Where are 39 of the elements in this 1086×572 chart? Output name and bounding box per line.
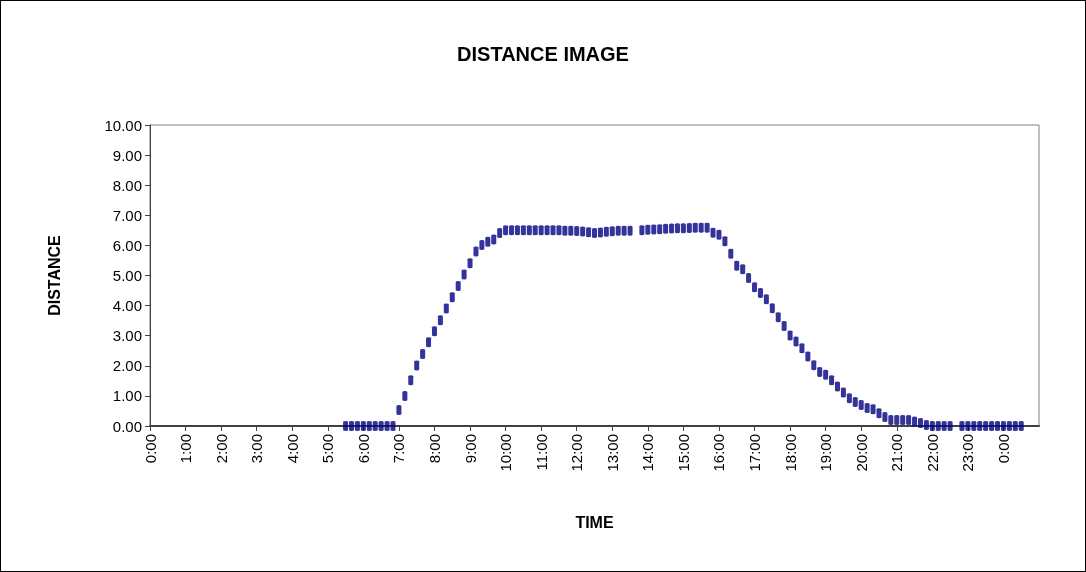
x-tick-label: 15:00 xyxy=(674,434,692,472)
x-axis-title: TIME xyxy=(575,513,614,531)
y-tick-label: 0.00 xyxy=(112,417,142,435)
x-tick-label: 10:00 xyxy=(497,434,515,472)
y-tick-label: 3.00 xyxy=(112,327,142,345)
y-tick-label: 2.00 xyxy=(112,357,142,375)
x-tick-label: 8:00 xyxy=(425,434,443,464)
x-tick-label: 11:00 xyxy=(532,434,550,471)
y-tick-label: 1.00 xyxy=(112,387,142,405)
x-tick-label: 6:00 xyxy=(354,434,372,464)
y-axis-title: DISTANCE xyxy=(45,234,63,316)
x-tick-label: 4:00 xyxy=(283,434,301,464)
y-tick-label: 4.00 xyxy=(112,297,142,315)
x-tick-label: 16:00 xyxy=(710,434,728,472)
x-tick-label: 21:00 xyxy=(888,434,906,472)
x-tick-label: 3:00 xyxy=(248,434,266,464)
x-tick-label: 18:00 xyxy=(781,434,799,472)
x-tick-label: 2:00 xyxy=(212,434,230,464)
y-tick-label: 8.00 xyxy=(112,176,142,194)
y-tick-label: 5.00 xyxy=(112,267,142,284)
x-tick-label: 13:00 xyxy=(603,434,621,472)
x-tick-label: 0:00 xyxy=(994,434,1012,464)
x-tick-label: 22:00 xyxy=(923,434,941,472)
y-tick-label: 10.00 xyxy=(104,116,142,134)
x-tick-label: 20:00 xyxy=(852,434,870,472)
y-tick-label: 7.00 xyxy=(112,206,142,224)
x-tick-label: 9:00 xyxy=(461,434,479,464)
x-tick-label: 0:00 xyxy=(141,434,159,464)
y-tick-label: 9.00 xyxy=(112,146,142,164)
x-tick-label: 23:00 xyxy=(959,434,977,472)
x-tick-label: 7:00 xyxy=(390,434,408,464)
x-tick-label: 5:00 xyxy=(319,434,337,464)
x-tick-label: 1:00 xyxy=(177,434,195,464)
x-tick-label: 17:00 xyxy=(746,434,764,472)
x-tick-label: 12:00 xyxy=(568,434,586,472)
x-tick-label: 14:00 xyxy=(639,434,657,472)
x-tick-label: 19:00 xyxy=(817,434,835,472)
chart-title: DISTANCE IMAGE xyxy=(457,43,629,65)
y-tick-label: 6.00 xyxy=(112,236,142,254)
